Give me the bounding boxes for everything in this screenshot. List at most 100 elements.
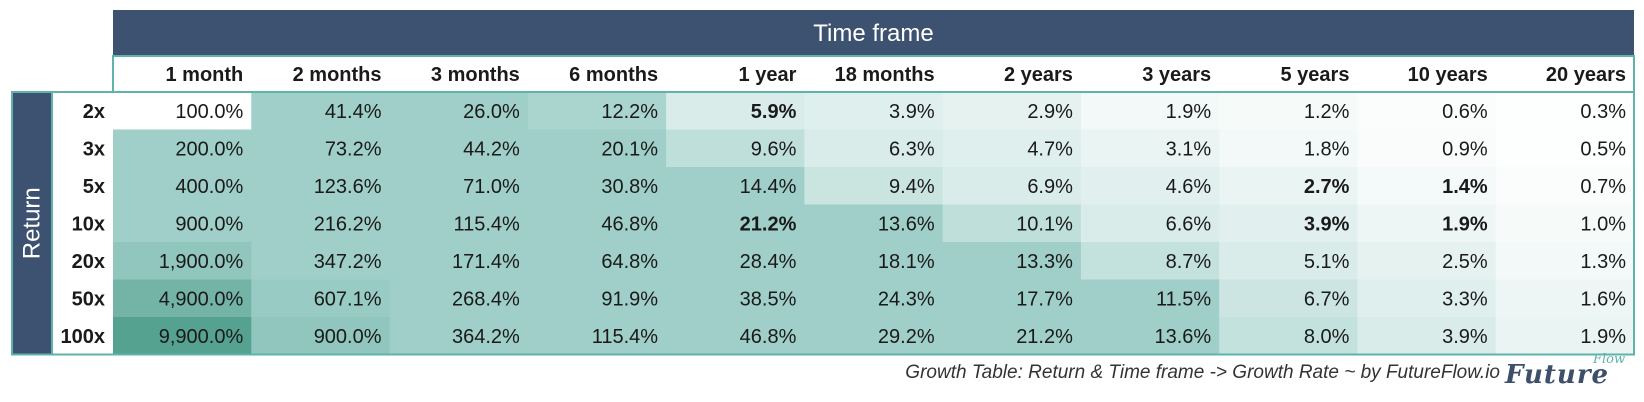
table-cell [251,167,391,205]
cell-value: 900.0% [175,213,243,235]
cell-value: 24.3% [878,288,935,310]
table-cell [1495,129,1635,168]
row-label: 2x [83,101,105,123]
cell-value: 9.4% [889,176,935,198]
cell-value: 900.0% [314,326,382,348]
row-label: 5x [83,176,105,198]
table-cell [389,317,529,355]
cell-value: 4,900.0% [159,288,244,310]
table-cell [251,317,391,355]
cell-value: 46.8% [601,213,658,235]
table-cell [1495,279,1635,318]
cell-value: 73.2% [325,138,382,160]
table-cell [804,242,944,280]
table-cell [389,279,529,318]
table-cell [527,204,667,243]
cell-value: 0.7% [1580,176,1626,198]
cell-value: 1.9% [1166,101,1212,123]
row-label: 100x [61,326,106,348]
cell-value: 4.7% [1027,138,1073,160]
cell-value: 1.9% [1442,213,1488,235]
table-cell [942,92,1082,130]
logo-main-text: Future [1505,360,1610,390]
table-cell [942,279,1082,318]
cell-value: 21.2% [1016,326,1073,348]
table-cell [527,242,667,280]
row-label: 3x [83,138,105,160]
cell-value: 13.6% [1154,326,1211,348]
cell-value: 13.6% [878,213,935,235]
table-cell [804,167,944,205]
table-cell [1495,204,1635,243]
table-cell [113,92,252,130]
cell-value: 2.7% [1304,176,1350,198]
table-cell [1357,279,1497,318]
logo-sub-text: Flow [1593,352,1626,367]
table-cell [1495,242,1635,280]
cell-value: 216.2% [314,213,382,235]
column-label: 5 years [1280,64,1349,86]
cell-value: 8.7% [1166,251,1212,273]
cell-value: 1.4% [1442,176,1488,198]
cell-value: 6.7% [1304,288,1350,310]
cell-value: 26.0% [463,101,520,123]
table-cell [1080,204,1220,243]
table-cell [804,317,944,355]
table-cell [1219,204,1358,243]
table-cell [527,167,667,205]
table-cell [666,204,805,243]
cell-value: 30.8% [601,176,658,198]
cell-value: 38.5% [740,288,797,310]
table-cell [527,129,667,168]
cell-value: 347.2% [314,251,382,273]
cell-value: 3.9% [1304,213,1350,235]
cell-value: 28.4% [740,251,797,273]
table-cell [1357,92,1497,130]
table-cell [666,317,805,355]
column-labels-bg [113,56,1634,92]
cell-value: 3.3% [1442,288,1488,310]
cell-value: 171.4% [452,251,520,273]
row-header-title: Return [19,187,46,259]
table-cell [113,204,252,243]
cell-value: 9.6% [751,138,797,160]
column-label: 20 years [1546,64,1626,86]
table-cell [1357,317,1497,355]
table-cell [1080,92,1220,130]
cell-value: 5.1% [1304,251,1350,273]
cell-value: 607.1% [314,288,382,310]
table-cell [389,204,529,243]
row-label: 50x [72,288,105,310]
table-cell [1080,317,1220,355]
column-label: 1 year [739,64,797,86]
table-cell [113,279,252,318]
table-cell [1080,242,1220,280]
table-cell [113,129,252,168]
table-cell [113,317,252,355]
cell-value: 2.5% [1442,251,1488,273]
table-cell [113,242,252,280]
table-cell [527,317,667,355]
table-cell [527,92,667,130]
table-cell [1495,317,1635,355]
cell-value: 20.1% [601,138,658,160]
cell-value: 1.9% [1580,326,1626,348]
cell-value: 2.9% [1027,101,1073,123]
cell-value: 0.3% [1580,101,1626,123]
cell-value: 6.9% [1027,176,1073,198]
cell-value: 0.9% [1442,138,1488,160]
table-cell [1219,279,1358,318]
cell-value: 1,900.0% [159,251,244,273]
cell-value: 41.4% [325,101,382,123]
column-header-bar [113,10,1634,56]
column-label: 18 months [835,64,935,86]
column-label: 3 months [431,64,520,86]
cell-value: 0.5% [1580,138,1626,160]
table-cell [251,204,391,243]
cell-value: 4.6% [1166,176,1212,198]
cell-value: 46.8% [740,326,797,348]
table-cell [666,167,805,205]
table-cell [666,242,805,280]
cell-value: 100.0% [175,101,243,123]
